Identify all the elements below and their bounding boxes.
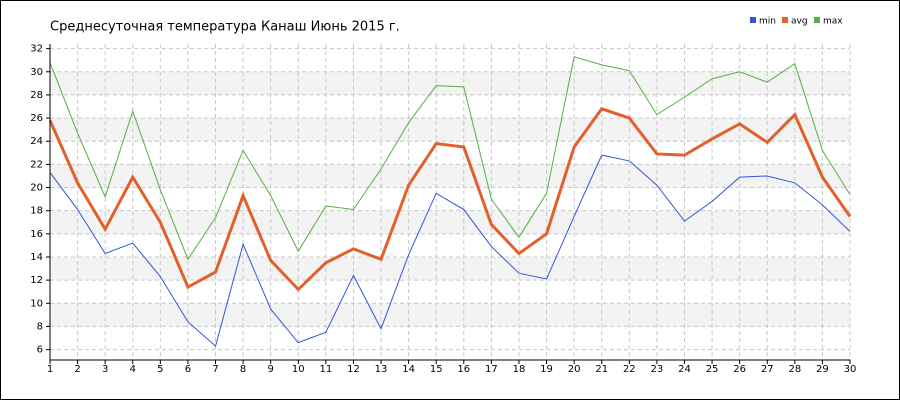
legend-label: min (759, 17, 776, 27)
y-tick-label: 18 (30, 206, 43, 217)
legend-swatch (782, 17, 788, 23)
legend-swatch (814, 17, 820, 23)
x-tick-label: 19 (540, 364, 553, 375)
line (48, 107, 852, 292)
line (49, 56, 851, 261)
x-tick-label: 30 (844, 364, 857, 375)
x-tick-label: 2 (74, 364, 80, 375)
x-tick-label: 15 (430, 364, 443, 375)
y-tick-label: 32 (30, 44, 43, 55)
x-tick-label: 17 (485, 364, 498, 375)
x-tick-label: 6 (185, 364, 191, 375)
x-tick-label: 9 (268, 364, 274, 375)
x-tick-label: 22 (623, 364, 636, 375)
y-tick-label: 6 (37, 345, 43, 356)
x-tick-label: 14 (402, 364, 415, 375)
x-tick-label: 7 (212, 364, 218, 375)
line (49, 154, 851, 348)
grid-band (50, 210, 850, 234)
y-tick-label: 22 (30, 159, 43, 170)
x-tick-label: 1 (47, 364, 53, 375)
x-tick-label: 10 (292, 364, 305, 375)
grid-band (50, 71, 850, 95)
x-tick-label: 27 (761, 364, 774, 375)
x-tick-label: 11 (319, 364, 332, 375)
x-tick-label: 12 (347, 364, 360, 375)
legend-label: avg (791, 17, 808, 27)
x-tick-label: 16 (457, 364, 470, 375)
grid-band (50, 303, 850, 327)
x-tick-label: 3 (102, 364, 108, 375)
x-tick-label: 28 (788, 364, 801, 375)
x-tick-label: 29 (816, 364, 829, 375)
y-tick-label: 10 (30, 298, 43, 309)
grid-band (50, 256, 850, 281)
x-tick-label: 26 (733, 364, 746, 375)
x-tick-label: 23 (651, 364, 664, 375)
x-tick-label: 5 (157, 364, 163, 375)
legend-swatch (750, 17, 756, 23)
y-tick-label: 26 (30, 113, 43, 124)
x-tick-label: 20 (568, 364, 581, 375)
x-tick-label: 8 (240, 364, 246, 375)
y-tick-label: 14 (30, 252, 43, 263)
grid-band (50, 164, 850, 188)
chart-title: Среднесуточная температура Канаш Июнь 20… (50, 20, 400, 35)
y-tick-label: 16 (30, 229, 43, 240)
grid-band (50, 118, 850, 142)
y-tick-label: 12 (30, 275, 43, 286)
legend-label: max (823, 17, 843, 27)
x-tick-label: 24 (678, 364, 691, 375)
y-tick-label: 20 (30, 183, 43, 194)
x-tick-label: 13 (375, 364, 388, 375)
x-tick-label: 25 (706, 364, 719, 375)
y-tick-label: 30 (30, 67, 43, 78)
x-tick-label: 21 (595, 364, 608, 375)
y-tick-label: 8 (37, 321, 43, 332)
y-tick-label: 24 (30, 136, 43, 147)
x-tick-label: 18 (513, 364, 526, 375)
y-tick-label: 28 (30, 90, 43, 101)
x-tick-label: 4 (130, 364, 136, 375)
